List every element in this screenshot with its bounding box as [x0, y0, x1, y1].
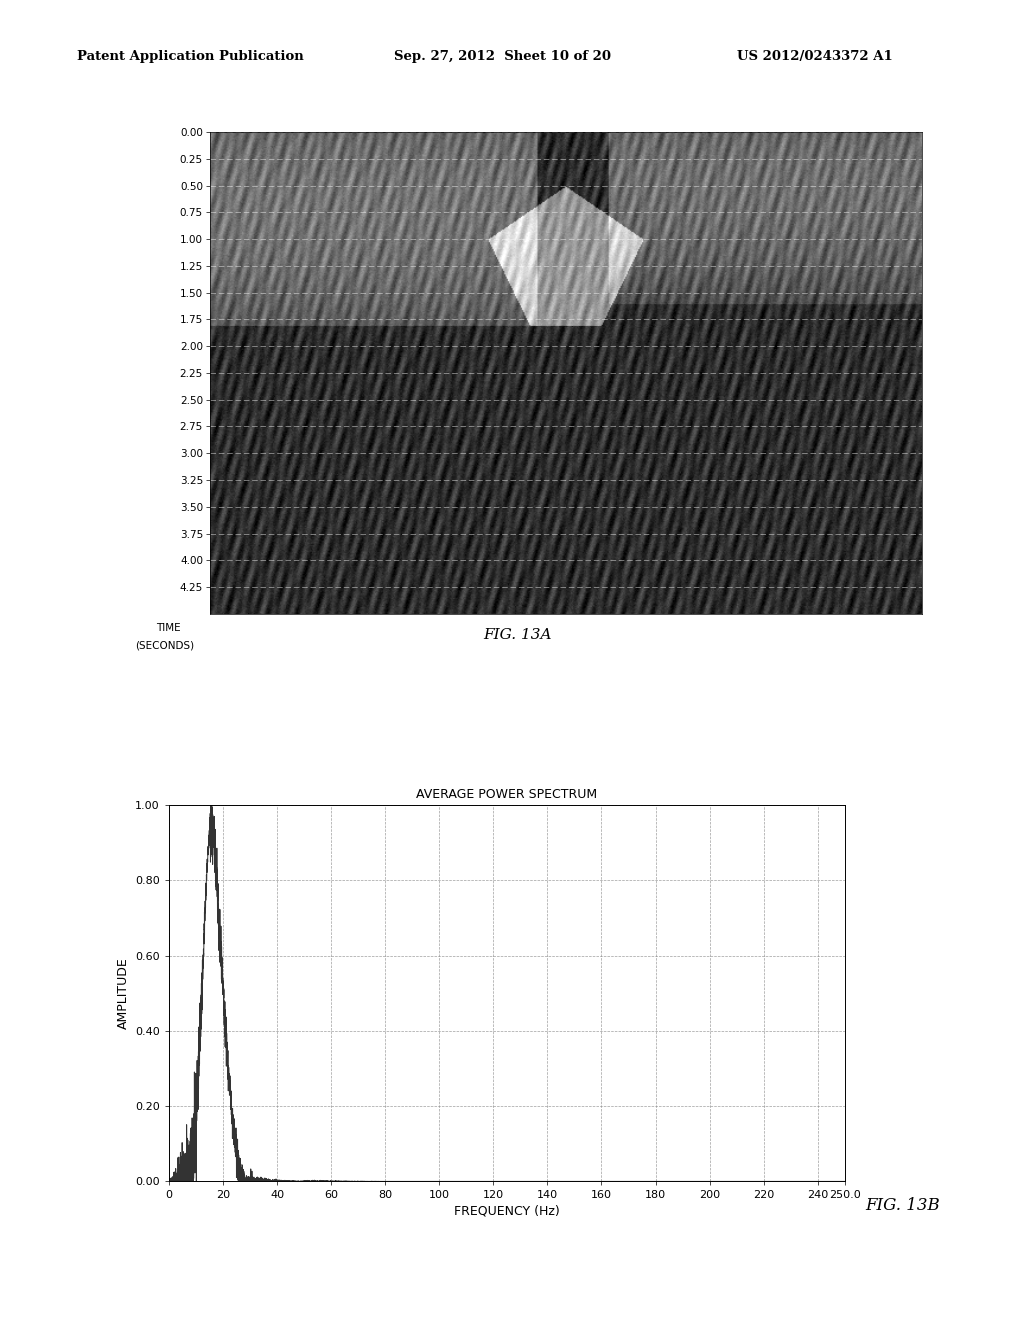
Text: Patent Application Publication: Patent Application Publication: [77, 50, 303, 63]
Title: AVERAGE POWER SPECTRUM: AVERAGE POWER SPECTRUM: [417, 788, 597, 801]
X-axis label: FREQUENCY (Hz): FREQUENCY (Hz): [454, 1205, 560, 1217]
Text: FIG. 13A: FIG. 13A: [483, 628, 551, 643]
Text: TIME: TIME: [157, 623, 181, 634]
Text: US 2012/0243372 A1: US 2012/0243372 A1: [737, 50, 893, 63]
Text: FIG. 13B: FIG. 13B: [865, 1197, 940, 1214]
Text: (SECONDS): (SECONDS): [135, 640, 195, 651]
Text: Sep. 27, 2012  Sheet 10 of 20: Sep. 27, 2012 Sheet 10 of 20: [394, 50, 611, 63]
Y-axis label: AMPLITUDE: AMPLITUDE: [117, 957, 130, 1030]
